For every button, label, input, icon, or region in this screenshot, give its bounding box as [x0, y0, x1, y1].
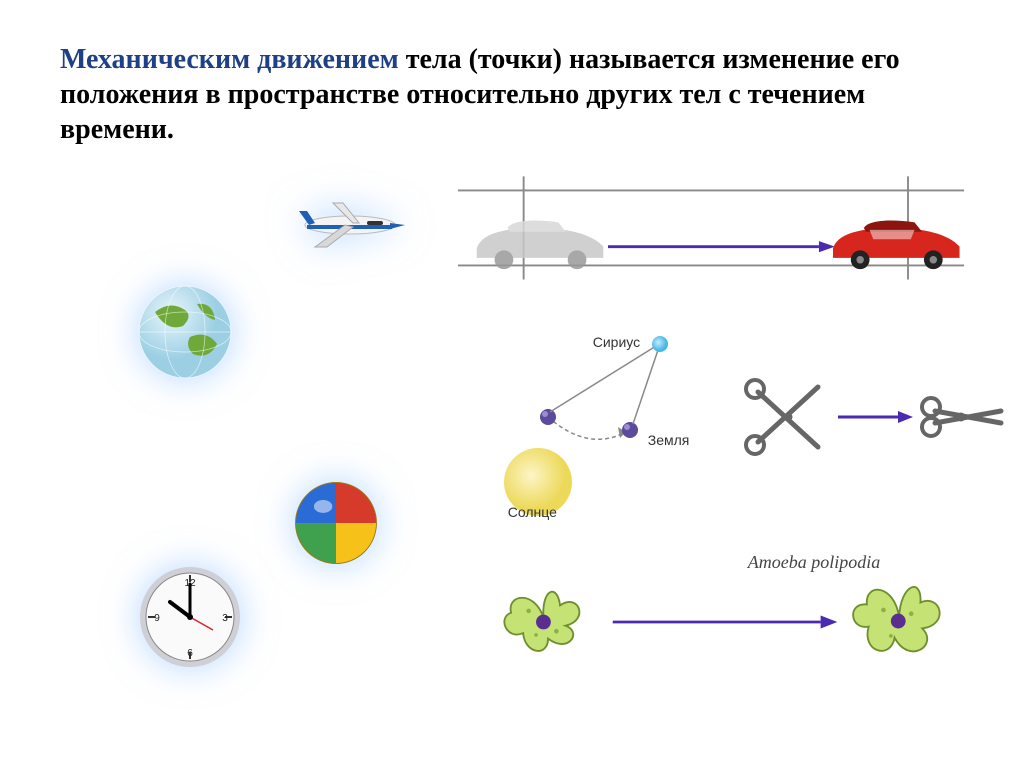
definition-text: Механическим движением тела (точки) назы…: [60, 42, 964, 147]
svg-text:9: 9: [154, 613, 160, 624]
term: Механическим движением: [60, 44, 399, 75]
label-sun: Солнце: [508, 504, 557, 520]
airplane-icon: [295, 185, 415, 255]
label-earth: Земля: [648, 432, 690, 448]
left-column: 12 3 6 9: [60, 167, 458, 697]
label-sirius: Сириус: [593, 334, 640, 350]
content-area: 12 3 6 9: [60, 167, 964, 697]
beachball-icon: [290, 477, 382, 569]
right-column: Сириус Земля Солнце: [458, 167, 964, 697]
clock-icon: 12 3 6 9: [135, 562, 245, 672]
car-motion-diagram: [458, 167, 964, 317]
svg-text:3: 3: [222, 613, 228, 624]
svg-text:6: 6: [187, 648, 193, 659]
scissors-diagram: [733, 367, 1008, 467]
earth-icon: [135, 282, 235, 382]
celestial-diagram: Сириус Земля Солнце: [478, 332, 718, 522]
amoeba-diagram: [488, 557, 959, 687]
